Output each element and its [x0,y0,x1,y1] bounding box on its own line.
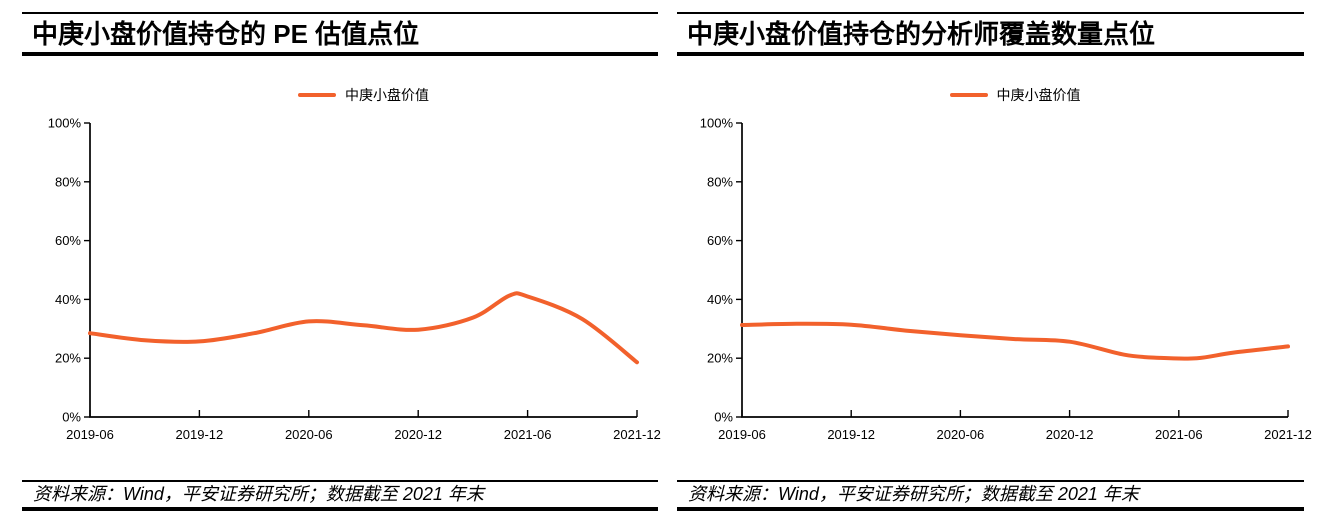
x-tick-label: 2019-06 [718,427,766,442]
legend-line-swatch [298,93,336,97]
source-top-rule [677,480,1304,482]
source-top-rule [22,480,658,482]
y-tick-label: 100% [48,116,82,131]
y-tick-label: 60% [707,233,733,248]
y-tick-label: 0% [62,410,81,425]
legend-label: 中庚小盘价值 [996,87,1081,103]
y-tick-label: 20% [707,351,733,366]
chart-pe-valuation: 0% 20% 40% 60% 80% 100% 2019-06 2019-12 2020-06 2… [48,116,661,443]
x-tick-label: 2021-06 [1155,427,1203,442]
y-tick-label: 40% [55,292,81,307]
panel-title: 中庚小盘价值持仓的分析师覆盖数量点位 [687,19,1156,49]
y-tick-label: 60% [55,233,81,248]
title-underline-rule [22,52,658,56]
legend-line-swatch [949,93,988,97]
top-rule [677,12,1304,14]
x-tick-label: 2019-06 [66,427,114,442]
source-note: 资料来源：Wind，平安证券研究所；数据截至 2021 年末 [33,484,484,504]
y-tick-label: 20% [55,351,81,366]
top-rule [22,12,658,14]
y-tick-label: 0% [714,410,733,425]
x-tick-label: 2019-12 [827,427,875,442]
title-underline-rule [677,52,1304,56]
series-line [740,321,1290,361]
legend: 中庚小盘价值 [90,86,637,104]
x-tick-label: 2019-12 [176,427,224,442]
source-note: 资料来源：Wind，平安证券研究所；数据截至 2021 年末 [688,484,1139,504]
chart-analyst-coverage: 0% 20% 40% 60% 80% 100% 2019-06 2019-12 2020-06 2… [700,116,1312,443]
x-tick-label: 2021-12 [1264,427,1312,442]
y-tick-label: 80% [707,174,733,189]
series-line [88,291,639,365]
legend-label: 中庚小盘价值 [345,87,429,103]
x-tick-label: 2021-12 [613,427,661,442]
x-tick-label: 2020-06 [285,427,333,442]
axis-lines [89,123,637,418]
source-bottom-rule [677,507,1304,511]
x-tick-label: 2020-12 [1046,427,1094,442]
x-tick-label: 2021-06 [504,427,552,442]
legend: 中庚小盘价值 [742,86,1288,104]
x-tick-label: 2020-12 [394,427,442,442]
source-bottom-rule [22,507,658,511]
y-tick-label: 40% [707,292,733,307]
panel-pe-valuation: 中庚小盘价值持仓的 PE 估值点位 中庚小盘价值 资料来源：Wind，平安证券研… [22,0,658,516]
y-tick-label: 80% [55,174,81,189]
x-tick-label: 2020-06 [937,427,985,442]
axis-lines [741,123,1288,418]
y-tick-label: 100% [700,116,734,131]
panel-analyst-coverage: 中庚小盘价值持仓的分析师覆盖数量点位 中庚小盘价值 资料来源：Wind，平安证券… [677,0,1304,516]
panel-title: 中庚小盘价值持仓的 PE 估值点位 [32,19,420,49]
